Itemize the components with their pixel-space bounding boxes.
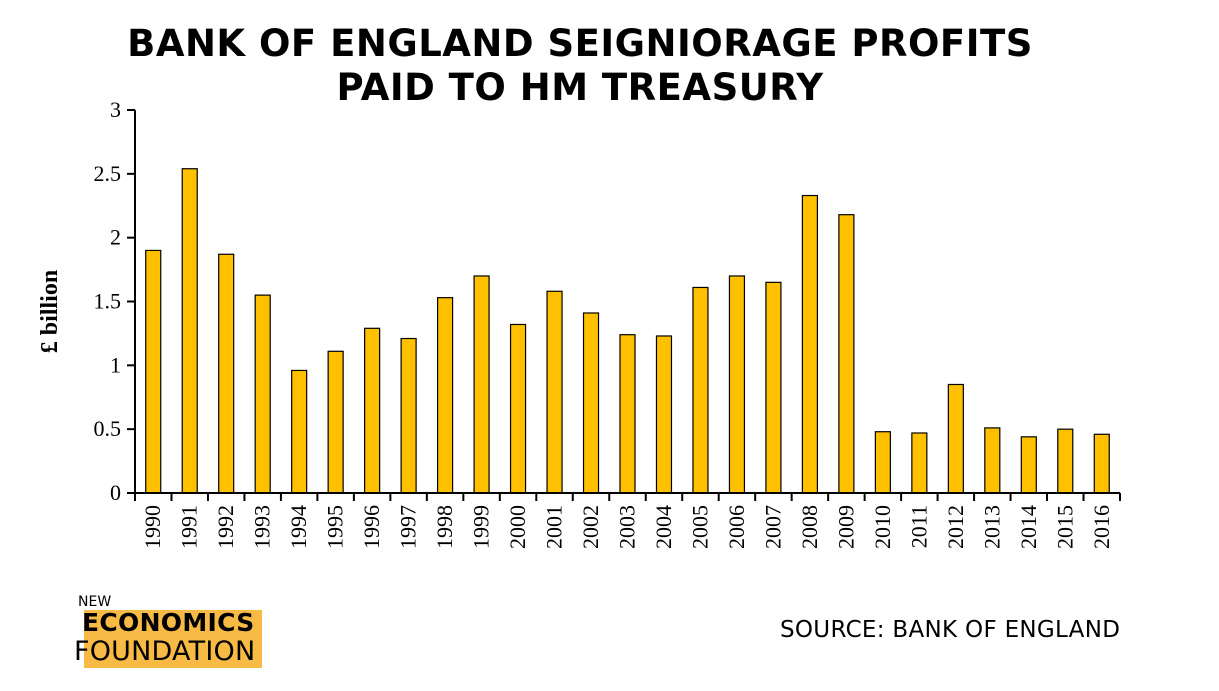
bar-2005 — [692, 286, 709, 494]
x-tick-label: 2008 — [797, 505, 822, 549]
bar-2002 — [582, 312, 600, 494]
x-tick-label: 1991 — [177, 505, 202, 549]
x-tick-label: 2007 — [760, 505, 785, 549]
bar-2000 — [509, 323, 527, 494]
chart-title: BANK OF ENGLAND SEIGNIORAGE PROFITS PAID… — [0, 22, 1160, 110]
x-tick-label: 1994 — [286, 505, 311, 549]
y-tick-label: 2 — [110, 225, 121, 250]
x-tick-label: 2012 — [943, 505, 968, 549]
bar-2012 — [947, 383, 964, 494]
bar-1997 — [400, 337, 417, 494]
x-tick-label: 1998 — [432, 505, 457, 549]
y-tick-label: 0.5 — [94, 416, 122, 441]
x-tick-label: 1993 — [250, 505, 275, 549]
y-tick-label: 0 — [110, 480, 121, 505]
bar-1994 — [291, 369, 308, 494]
logo-word-economics: ECONOMICS — [82, 608, 255, 637]
bar-1998 — [436, 297, 454, 494]
nef-logo: NEW ECONOMICS FOUNDATION — [74, 592, 274, 672]
x-tick-label: 2001 — [542, 505, 567, 549]
x-tick-label: 2009 — [833, 505, 858, 549]
logo-highlight — [84, 610, 262, 668]
bar-2007 — [765, 281, 782, 494]
bar-2011 — [911, 432, 928, 494]
x-axis-ticks: 1990 1991 1992 1993 1994 1995 1996 1997 1998 1999… — [134, 493, 1121, 549]
x-tick-label: 1992 — [213, 505, 238, 549]
x-tick-label: 1995 — [323, 505, 348, 549]
bar-2008 — [801, 194, 819, 494]
bar-2006 — [728, 275, 746, 494]
y-tick-label: 1 — [110, 352, 121, 377]
bar-1991 — [181, 168, 198, 494]
x-tick-label: 2014 — [1016, 505, 1041, 549]
source-note: SOURCE: BANK OF ENGLAND — [780, 617, 1121, 643]
y-tick-label: 3 — [110, 97, 121, 122]
bar-1992 — [218, 253, 235, 494]
bar-1990 — [145, 249, 162, 494]
x-tick-label: 1999 — [469, 505, 494, 549]
bar-2016 — [1093, 433, 1110, 494]
x-tick-label: 2006 — [724, 505, 749, 549]
x-tick-label: 2015 — [1052, 505, 1077, 549]
bar-2014 — [1020, 436, 1037, 494]
bar-1999 — [473, 275, 490, 494]
y-axis-ticks: 0 0.5 1 1.5 2 2.5 3 — [94, 97, 135, 505]
bar-2009 — [838, 214, 855, 494]
bar-2003 — [619, 334, 636, 494]
bar-1993 — [254, 294, 271, 494]
bar-2001 — [546, 290, 563, 494]
bar-2004 — [655, 335, 673, 494]
logo-word-foundation: FOUNDATION — [74, 636, 256, 667]
x-tick-label: 2003 — [615, 505, 640, 549]
x-tick-label: 1990 — [140, 505, 165, 549]
x-tick-label: 2013 — [979, 505, 1004, 549]
bar-1996 — [364, 327, 381, 494]
chart-title-line-1: BANK OF ENGLAND SEIGNIORAGE PROFITS — [127, 22, 1033, 65]
x-tick-label: 2002 — [578, 505, 603, 549]
x-tick-label: 2004 — [651, 505, 676, 549]
bar-2015 — [1057, 428, 1074, 494]
x-tick-label: 2000 — [505, 505, 530, 549]
x-tick-label: 2016 — [1089, 505, 1114, 549]
bars-group — [145, 168, 1110, 494]
y-axis-label: £ billion — [37, 270, 63, 353]
bar-1995 — [327, 350, 344, 494]
x-tick-label: 2010 — [870, 505, 895, 549]
y-tick-label: 1.5 — [94, 289, 122, 314]
logo-word-new: NEW — [78, 594, 112, 610]
x-tick-label: 1996 — [359, 505, 384, 549]
bar-2013 — [984, 427, 1001, 494]
chart-title-line-2: PAID TO HM TREASURY — [336, 66, 824, 109]
x-tick-label: 2005 — [687, 505, 712, 549]
x-tick-label: 2011 — [906, 505, 931, 548]
y-tick-label: 2.5 — [94, 161, 122, 186]
bar-2010 — [874, 431, 891, 494]
x-tick-label: 1997 — [396, 505, 421, 549]
